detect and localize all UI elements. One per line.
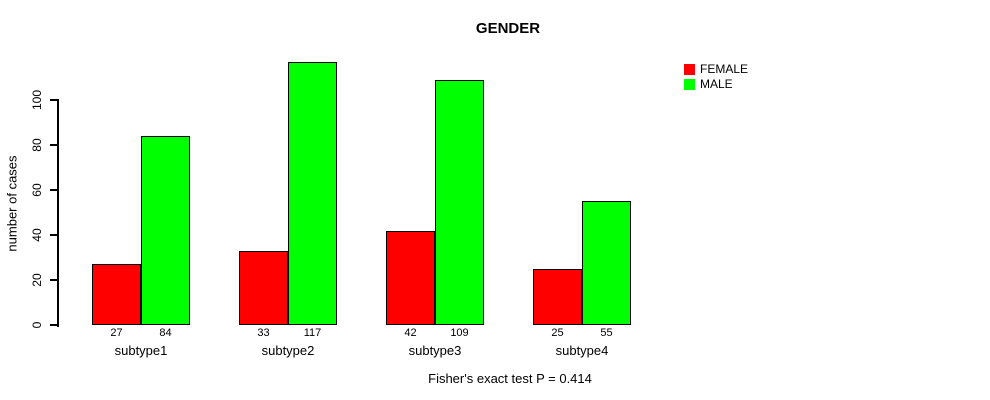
- y-axis-tick-label: 40: [30, 228, 44, 242]
- y-axis-tick: [50, 279, 58, 281]
- y-axis-tick-label: 20: [30, 273, 44, 287]
- chart-title: GENDER: [475, 20, 541, 37]
- y-axis-tick-label: 0: [30, 321, 44, 329]
- bar-female-subtype2: [239, 250, 288, 325]
- legend-label: MALE: [700, 77, 733, 91]
- category-label-subtype4: subtype4: [555, 343, 609, 358]
- bar-value-label: 25: [551, 327, 564, 339]
- y-axis-tick: [50, 144, 58, 146]
- category-label-subtype3: subtype3: [408, 343, 462, 358]
- bar-value-label: 27: [110, 327, 123, 339]
- bar-male-subtype2: [288, 61, 337, 325]
- bar-value-label: 55: [600, 327, 613, 339]
- bar-value-label: 117: [303, 327, 322, 339]
- category-label-subtype2: subtype2: [261, 343, 315, 358]
- category-label-subtype1: subtype1: [114, 343, 168, 358]
- y-axis-label: number of cases: [4, 155, 20, 252]
- y-axis-tick: [50, 189, 58, 191]
- bar-value-label: 109: [450, 327, 469, 339]
- bar-male-subtype4: [582, 201, 631, 325]
- bar-female-subtype4: [533, 268, 582, 325]
- bar-female-subtype1: [92, 264, 141, 325]
- y-axis-tick-label: 60: [30, 183, 44, 197]
- y-axis-tick: [50, 324, 58, 326]
- y-axis-tick-label: 100: [30, 89, 44, 111]
- y-axis-tick-label: 80: [30, 138, 44, 152]
- legend-swatch-female: [684, 64, 695, 75]
- footer-annotation: Fisher's exact test P = 0.414: [428, 371, 592, 386]
- bar-value-label: 33: [257, 327, 270, 339]
- legend-item-male: MALE: [684, 78, 748, 91]
- y-axis-tick: [50, 99, 58, 101]
- bar-value-label: 42: [404, 327, 417, 339]
- legend: FEMALE MALE: [684, 63, 748, 93]
- bar-female-subtype3: [386, 230, 435, 325]
- y-axis-line: [57, 99, 59, 327]
- legend-label: FEMALE: [700, 62, 749, 76]
- y-axis-tick: [50, 234, 58, 236]
- bar-male-subtype3: [435, 79, 484, 325]
- bar-male-subtype1: [141, 136, 190, 325]
- legend-swatch-male: [684, 79, 695, 90]
- legend-item-female: FEMALE: [684, 63, 748, 76]
- bar-value-label: 84: [159, 327, 172, 339]
